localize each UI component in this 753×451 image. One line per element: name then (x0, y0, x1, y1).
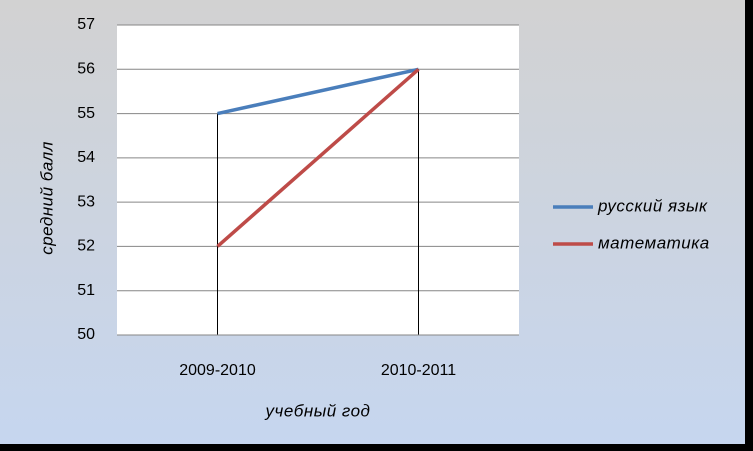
series-line (217, 67, 419, 116)
y-tick-label: 52 (77, 238, 95, 255)
series-line (216, 67, 420, 248)
plot-area (117, 25, 519, 335)
y-tick-label: 56 (77, 61, 95, 78)
x-tick-label: 2010-2011 (381, 362, 456, 379)
x-tick-label: 2009-2010 (179, 362, 256, 379)
legend-label: математика (598, 233, 710, 252)
y-tick-label: 54 (77, 149, 95, 166)
x-axis-label: учебный год (265, 401, 371, 420)
y-tick-label: 55 (77, 105, 95, 122)
legend-label: русский язык (597, 196, 708, 215)
y-axis-label: средний балл (37, 141, 56, 255)
y-tick-label: 51 (77, 282, 95, 299)
y-tick-label: 57 (77, 16, 95, 33)
y-tick-label: 53 (77, 193, 95, 210)
y-tick-label: 50 (77, 326, 95, 343)
